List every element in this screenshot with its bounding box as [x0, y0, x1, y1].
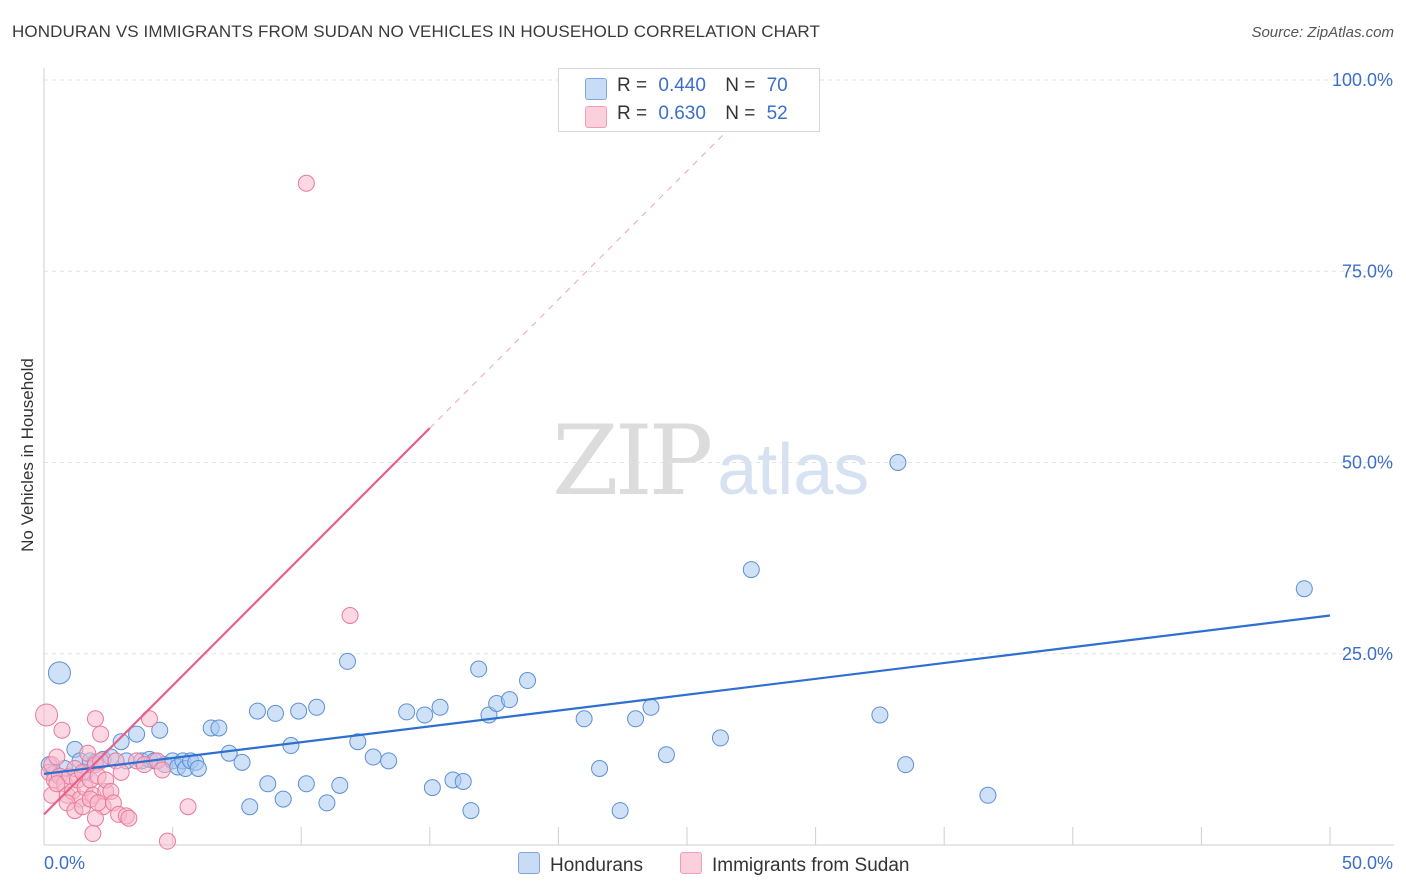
- stats-legend: R = 0.440 N = 70 R = 0.630 N = 52: [558, 68, 820, 132]
- honduran-point: [416, 706, 434, 724]
- sudan-point: [92, 725, 110, 743]
- honduran-point: [241, 798, 259, 816]
- y-tick-label: 75.0%: [1342, 261, 1393, 281]
- honduran-point: [519, 672, 537, 690]
- sudan-legend-label: Immigrants from Sudan: [712, 855, 910, 876]
- honduran-point: [454, 773, 472, 791]
- honduran-point: [591, 760, 609, 777]
- honduran-point: [897, 756, 915, 774]
- y-tick-label: 25.0%: [1342, 644, 1393, 664]
- x-tick-label: 50.0%: [1342, 853, 1393, 873]
- honduran-point: [259, 775, 277, 793]
- sudan-legend-swatch: [680, 852, 702, 874]
- chart-title: HONDURAN VS IMMIGRANTS FROM SUDAN NO VEH…: [12, 22, 820, 41]
- honduran-point: [979, 786, 997, 804]
- n-value-sudan: 52: [766, 103, 788, 124]
- n-label: N =: [725, 75, 756, 96]
- honduran-point: [266, 704, 284, 722]
- sudan-point: [153, 761, 171, 779]
- honduran-point: [112, 733, 130, 751]
- honduran-point: [210, 719, 228, 737]
- legend-item-sudan[interactable]: Immigrants from Sudan: [680, 852, 909, 877]
- source-label: Source: ZipAtlas.com: [1251, 24, 1394, 41]
- hondurans-legend-label: Hondurans: [550, 855, 643, 876]
- honduran-point: [742, 561, 760, 579]
- watermark-zip: ZIP: [552, 405, 713, 517]
- sudan-point: [48, 775, 66, 793]
- sudan-point: [140, 710, 158, 728]
- sudan-point: [341, 607, 359, 624]
- n-label: N =: [725, 103, 756, 124]
- y-tick-label: 100.0%: [1332, 70, 1393, 90]
- honduran-point: [128, 725, 146, 743]
- sudan-point: [86, 809, 104, 827]
- honduran-trend-line: [43, 614, 1331, 775]
- sudan-trend-line: [43, 427, 431, 816]
- honduran-point: [233, 753, 251, 771]
- honduran-point: [297, 775, 315, 793]
- sudan-point: [120, 809, 138, 827]
- honduran-point: [871, 706, 889, 724]
- legend-item-hondurans[interactable]: Hondurans: [518, 852, 643, 877]
- honduran-point: [470, 660, 488, 678]
- sudan-point: [35, 703, 59, 727]
- honduran-point: [657, 746, 675, 764]
- honduran-point: [1295, 580, 1313, 598]
- sudan-point: [84, 825, 102, 843]
- sudan-trend-extension: [429, 106, 752, 429]
- r-label: R =: [617, 75, 648, 96]
- sudan-point: [53, 721, 71, 739]
- r-value-sudan: 0.630: [658, 103, 706, 124]
- honduran-point: [274, 790, 292, 808]
- r-value-hondurans: 0.440: [658, 75, 706, 96]
- sudan-swatch: [585, 106, 607, 128]
- honduran-point: [151, 721, 169, 739]
- honduran-point: [338, 652, 356, 670]
- honduran-point: [423, 779, 441, 797]
- honduran-point: [290, 702, 308, 720]
- honduran-point: [364, 748, 382, 766]
- honduran-point: [575, 710, 593, 728]
- honduran-point: [282, 737, 300, 755]
- watermark: ZIP atlas: [552, 405, 869, 517]
- honduran-point: [220, 744, 238, 762]
- y-tick-label: 50.0%: [1342, 453, 1393, 473]
- honduran-point: [398, 703, 416, 721]
- honduran-point: [47, 661, 71, 685]
- honduran-point: [189, 760, 207, 777]
- honduran-point: [462, 802, 480, 820]
- sudan-point: [89, 794, 107, 812]
- sudan-point: [112, 763, 130, 781]
- honduran-point: [380, 752, 398, 770]
- honduran-point: [889, 454, 907, 471]
- honduran-point: [627, 710, 645, 728]
- honduran-point: [248, 702, 266, 720]
- honduran-point: [711, 729, 729, 747]
- honduran-point: [331, 776, 349, 794]
- sudan-point: [297, 174, 315, 192]
- hondurans-swatch: [585, 78, 607, 100]
- honduran-point: [431, 698, 449, 716]
- sudan-point: [86, 710, 104, 728]
- n-value-hondurans: 70: [766, 75, 788, 96]
- honduran-point: [308, 698, 326, 716]
- honduran-point: [318, 794, 336, 812]
- sudan-point: [158, 832, 176, 850]
- sudan-point: [48, 748, 66, 766]
- honduran-point: [642, 698, 660, 716]
- honduran-point: [611, 802, 629, 820]
- hondurans-legend-swatch: [518, 852, 540, 874]
- honduran-point: [501, 691, 519, 709]
- watermark-atlas: atlas: [717, 430, 870, 510]
- x-tick-label: 0.0%: [44, 853, 85, 873]
- r-label: R =: [617, 103, 648, 124]
- sudan-point: [179, 798, 197, 816]
- honduran-point: [349, 733, 367, 751]
